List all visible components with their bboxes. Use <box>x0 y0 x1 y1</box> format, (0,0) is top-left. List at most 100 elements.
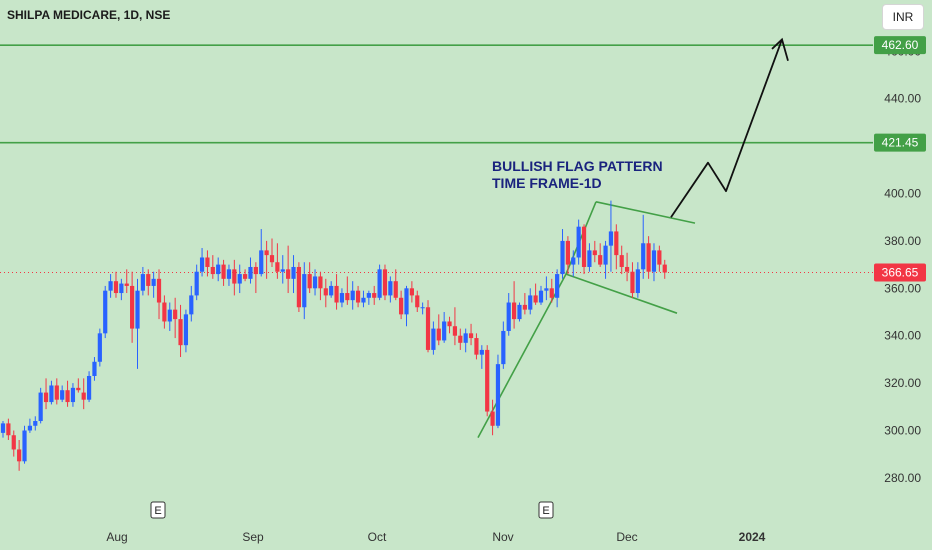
candle[interactable] <box>243 269 248 282</box>
candle[interactable] <box>329 281 334 298</box>
candle[interactable] <box>560 229 565 279</box>
candle[interactable] <box>189 285 194 322</box>
candle[interactable] <box>517 302 522 322</box>
candle[interactable] <box>479 345 484 369</box>
candle[interactable] <box>291 255 296 294</box>
candle[interactable] <box>38 387 43 424</box>
candle[interactable] <box>151 271 156 298</box>
candle[interactable] <box>124 269 129 294</box>
candle[interactable] <box>603 240 608 279</box>
candle[interactable] <box>199 248 205 277</box>
candle[interactable] <box>608 200 614 272</box>
candle[interactable] <box>528 288 533 315</box>
candle[interactable] <box>598 243 603 267</box>
candle[interactable] <box>221 259 226 286</box>
candle[interactable] <box>140 266 145 296</box>
candle[interactable] <box>544 276 549 301</box>
candle[interactable] <box>425 300 431 353</box>
candle[interactable] <box>60 385 65 403</box>
candle[interactable] <box>33 416 38 431</box>
candle[interactable] <box>205 250 210 277</box>
level-price-badge[interactable]: 421.45 <box>874 133 926 152</box>
candle[interactable] <box>409 281 414 303</box>
candle[interactable] <box>253 262 258 294</box>
candle[interactable] <box>334 274 339 310</box>
candle[interactable] <box>27 418 32 433</box>
candle[interactable] <box>11 430 16 457</box>
candle[interactable] <box>280 255 285 284</box>
candle[interactable] <box>323 278 328 308</box>
candle[interactable] <box>269 238 275 267</box>
candle[interactable] <box>302 262 307 320</box>
candle[interactable] <box>485 345 490 417</box>
currency-button[interactable]: INR <box>882 4 924 30</box>
candle[interactable] <box>646 236 651 279</box>
candle[interactable] <box>355 285 361 308</box>
candle[interactable] <box>533 283 538 305</box>
candle[interactable] <box>555 269 560 308</box>
candle[interactable] <box>452 307 458 346</box>
candle[interactable] <box>592 240 597 263</box>
candle[interactable] <box>264 240 269 279</box>
flag-upper-trendline[interactable] <box>565 201 597 275</box>
candle[interactable] <box>538 285 544 305</box>
candle[interactable] <box>624 252 630 282</box>
candle[interactable] <box>162 295 167 329</box>
candle[interactable] <box>6 418 11 440</box>
candle[interactable] <box>237 264 242 294</box>
candle[interactable] <box>113 271 119 298</box>
flag-upper-trendline[interactable] <box>595 201 696 224</box>
candle[interactable] <box>17 439 22 471</box>
candle[interactable] <box>657 245 662 272</box>
candle[interactable] <box>576 219 581 265</box>
candle[interactable] <box>286 245 291 294</box>
candle[interactable] <box>296 262 301 312</box>
earnings-marker[interactable]: E <box>150 501 166 519</box>
candle[interactable] <box>135 278 140 369</box>
candle[interactable] <box>436 314 441 346</box>
candle[interactable] <box>377 264 382 301</box>
candle[interactable] <box>619 245 624 275</box>
candle[interactable] <box>65 380 70 407</box>
candle[interactable] <box>43 378 49 410</box>
candle[interactable] <box>512 281 517 329</box>
level-price-badge[interactable]: 462.60 <box>874 36 926 55</box>
candle[interactable] <box>97 328 102 367</box>
candle[interactable] <box>388 276 393 303</box>
candle[interactable] <box>393 269 398 301</box>
candle[interactable] <box>76 378 81 393</box>
candle[interactable] <box>108 274 113 298</box>
candle[interactable] <box>458 328 463 350</box>
candle[interactable] <box>183 309 189 353</box>
candle[interactable] <box>54 378 59 405</box>
candle[interactable] <box>366 290 371 305</box>
candle[interactable] <box>614 224 619 270</box>
candle[interactable] <box>130 271 135 343</box>
candle[interactable] <box>339 288 345 308</box>
candle[interactable] <box>565 236 570 275</box>
candle[interactable] <box>641 214 646 279</box>
candle[interactable] <box>662 259 667 279</box>
candle[interactable] <box>350 281 355 310</box>
candle[interactable] <box>22 425 27 464</box>
candle[interactable] <box>420 302 425 315</box>
flag-lower-trendline[interactable] <box>565 273 678 314</box>
projection-path[interactable] <box>670 39 783 218</box>
candle[interactable] <box>442 312 447 343</box>
candle[interactable] <box>275 243 280 279</box>
candle[interactable] <box>81 378 86 410</box>
candle[interactable] <box>468 323 474 346</box>
candle[interactable] <box>146 269 151 296</box>
last-price-badge[interactable]: 366.65 <box>874 263 926 282</box>
candle[interactable] <box>194 264 199 301</box>
candle[interactable] <box>630 262 635 298</box>
candle[interactable] <box>248 257 253 284</box>
candle[interactable] <box>447 316 452 334</box>
candle[interactable] <box>318 271 323 301</box>
candle[interactable] <box>167 302 172 331</box>
candle[interactable] <box>415 290 420 312</box>
candle[interactable] <box>345 276 350 305</box>
candle[interactable] <box>571 250 576 277</box>
